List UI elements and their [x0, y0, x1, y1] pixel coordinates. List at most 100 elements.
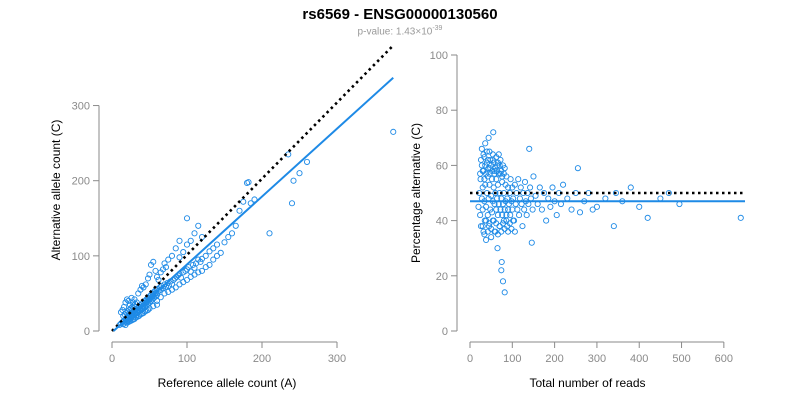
data-point [484, 156, 491, 163]
data-point [492, 189, 499, 197]
data-point [644, 214, 651, 221]
data-point [529, 206, 536, 213]
data-point [488, 192, 495, 199]
data-point [161, 290, 168, 297]
data-point [206, 261, 213, 268]
data-point [477, 223, 485, 230]
y-tick-label: 0 [442, 326, 448, 338]
x-tick-label: 600 [715, 353, 733, 365]
data-point [240, 198, 247, 205]
data-point [176, 254, 183, 261]
data-point [475, 203, 482, 210]
data-point [499, 212, 506, 219]
data-point [540, 189, 548, 197]
data-point [183, 276, 191, 283]
data-point [498, 267, 505, 274]
data-point [500, 217, 507, 224]
data-point [532, 192, 539, 199]
data-point [488, 209, 496, 216]
percentage-alternative-scatter-plot: 0 100 200 300 400 500 600 0 20 40 60 80 100 Total num… [409, 50, 745, 390]
data-point [576, 209, 584, 216]
data-point [485, 134, 492, 141]
y-tick-label: 60 [436, 160, 448, 172]
data-point [501, 289, 508, 296]
data-point [508, 225, 515, 232]
data-point [530, 173, 537, 180]
data-point [536, 184, 543, 191]
data-point [153, 301, 161, 308]
x-tick-label: 0 [467, 353, 473, 365]
data-point [488, 234, 495, 241]
data-point [198, 234, 206, 241]
x-tick-label: 300 [588, 353, 606, 365]
x-tick-label: 300 [328, 353, 346, 365]
data-point [144, 306, 152, 314]
data-point [157, 294, 164, 301]
fit-line [112, 76, 394, 332]
data-point [187, 237, 194, 244]
data-point [549, 184, 556, 191]
data-point [210, 256, 217, 263]
data-point [483, 203, 490, 210]
x-tick-label: 0 [109, 353, 115, 365]
data-point [505, 228, 512, 235]
data-point [483, 148, 490, 155]
data-point [217, 249, 224, 256]
p-value-text: p-value: 1.43×10 [357, 26, 433, 38]
data-point [737, 214, 744, 221]
y-tick-label: 20 [436, 271, 448, 283]
data-point [266, 230, 273, 237]
data-point [499, 178, 506, 186]
data-point [526, 145, 533, 152]
data-point [514, 206, 521, 213]
data-point [499, 278, 507, 285]
data-point [627, 184, 634, 191]
data-point [210, 245, 217, 252]
data-point [150, 258, 157, 265]
y-axis-title: Alternative allele count (C) [49, 120, 63, 261]
data-point [510, 217, 517, 224]
data-point [477, 212, 484, 219]
data-point [133, 299, 140, 306]
data-point [168, 252, 176, 259]
data-point [507, 176, 514, 183]
data-point [245, 179, 252, 186]
data-point [176, 237, 183, 244]
y-axis-title: Percentage alternative (C) [409, 123, 423, 263]
data-point [494, 181, 501, 188]
x-tick-label: 200 [253, 353, 271, 365]
data-point [172, 245, 179, 252]
data-point [517, 184, 524, 191]
data-point [515, 176, 522, 183]
data-point [198, 255, 206, 262]
data-point [232, 222, 239, 229]
data-point [152, 267, 159, 274]
data-point [493, 206, 500, 213]
data-point [501, 206, 508, 213]
data-point [183, 215, 191, 222]
data-point [228, 230, 236, 237]
data-point [206, 248, 213, 255]
data-point [574, 165, 581, 172]
data-point [491, 167, 498, 174]
data-point [142, 281, 149, 288]
x-tick-label: 100 [503, 353, 521, 365]
data-point [547, 203, 554, 210]
data-point [296, 170, 303, 177]
data-point [488, 176, 496, 183]
data-point [146, 271, 153, 278]
data-point [161, 260, 168, 267]
x-tick-label: 400 [630, 353, 648, 365]
data-point [636, 203, 643, 210]
data-point [479, 223, 486, 230]
data-point [183, 241, 191, 248]
data-point [489, 151, 496, 158]
data-point [521, 178, 529, 186]
data-point [180, 249, 187, 256]
data-point [490, 184, 497, 191]
data-point [497, 206, 504, 213]
data-point [610, 223, 617, 230]
data-point [236, 207, 243, 214]
x-tick-label: 100 [178, 353, 196, 365]
